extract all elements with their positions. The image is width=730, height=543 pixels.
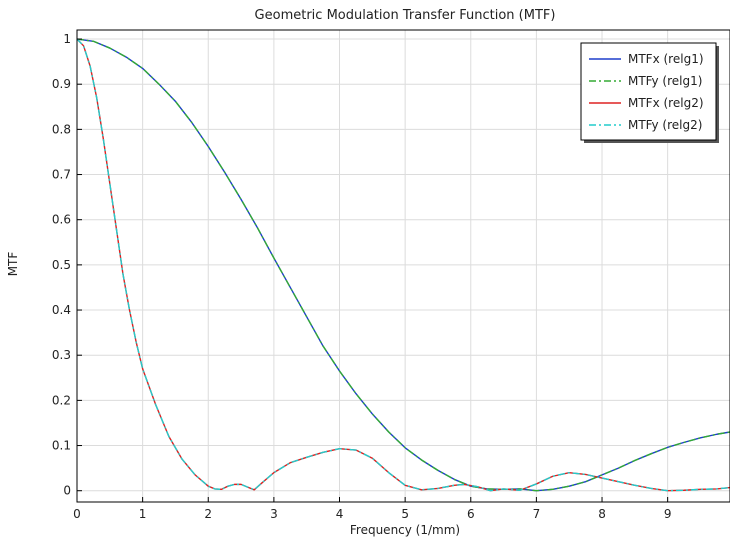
grid-lines <box>77 30 730 502</box>
x-tick-label: 9 <box>664 507 672 521</box>
y-tick-label: 0.5 <box>52 258 71 272</box>
series-line-4 <box>76 38 730 492</box>
chart-title: Geometric Modulation Transfer Function (… <box>255 8 556 23</box>
x-tick-label: 8 <box>598 507 606 521</box>
y-tick-label: 0.4 <box>52 303 71 317</box>
legend-entry-label: MTFy (relg1) <box>628 74 702 88</box>
y-tick-label: 0.6 <box>52 213 71 227</box>
x-tick-label: 3 <box>270 507 278 521</box>
y-tick-label: 0.9 <box>52 77 71 91</box>
x-tick-label: 6 <box>467 507 475 521</box>
axis-ticks: 0 1 2 3 4 5 6 7 8 9 0 0.1 0.2 0.3 0.4 0.5 0.6 0.7 0.8 0.9 1 <box>52 32 672 521</box>
x-tick-label: 2 <box>204 507 212 521</box>
y-tick-label: 0.1 <box>52 439 71 453</box>
x-tick-label: 1 <box>139 507 147 521</box>
x-tick-label: 4 <box>336 507 344 521</box>
x-tick-label: 0 <box>73 507 81 521</box>
legend-entry-label: MTFy (relg2) <box>628 118 702 132</box>
y-tick-label: 0.7 <box>52 168 71 182</box>
plot-frame <box>76 29 730 503</box>
y-tick-label: 0 <box>63 484 71 498</box>
y-tick-label: 0.8 <box>52 122 71 136</box>
legend: MTFx (relg1) MTFy (relg1) MTFx (relg2) MTFy… <box>580 42 719 143</box>
x-tick-label: 5 <box>401 507 409 521</box>
y-tick-label: 0.3 <box>52 348 71 362</box>
y-tick-label: 1 <box>63 32 71 46</box>
series-line-2 <box>76 38 730 492</box>
y-tick-label: 0.2 <box>52 393 71 407</box>
legend-entry-label: MTFx (relg1) <box>628 52 704 66</box>
x-axis-label: Frequency (1/mm) <box>350 523 460 537</box>
y-axis-label: MTF <box>6 252 20 277</box>
series-lines <box>76 38 730 492</box>
legend-entry-label: MTFx (relg2) <box>628 96 704 110</box>
x-tick-label: 7 <box>533 507 541 521</box>
